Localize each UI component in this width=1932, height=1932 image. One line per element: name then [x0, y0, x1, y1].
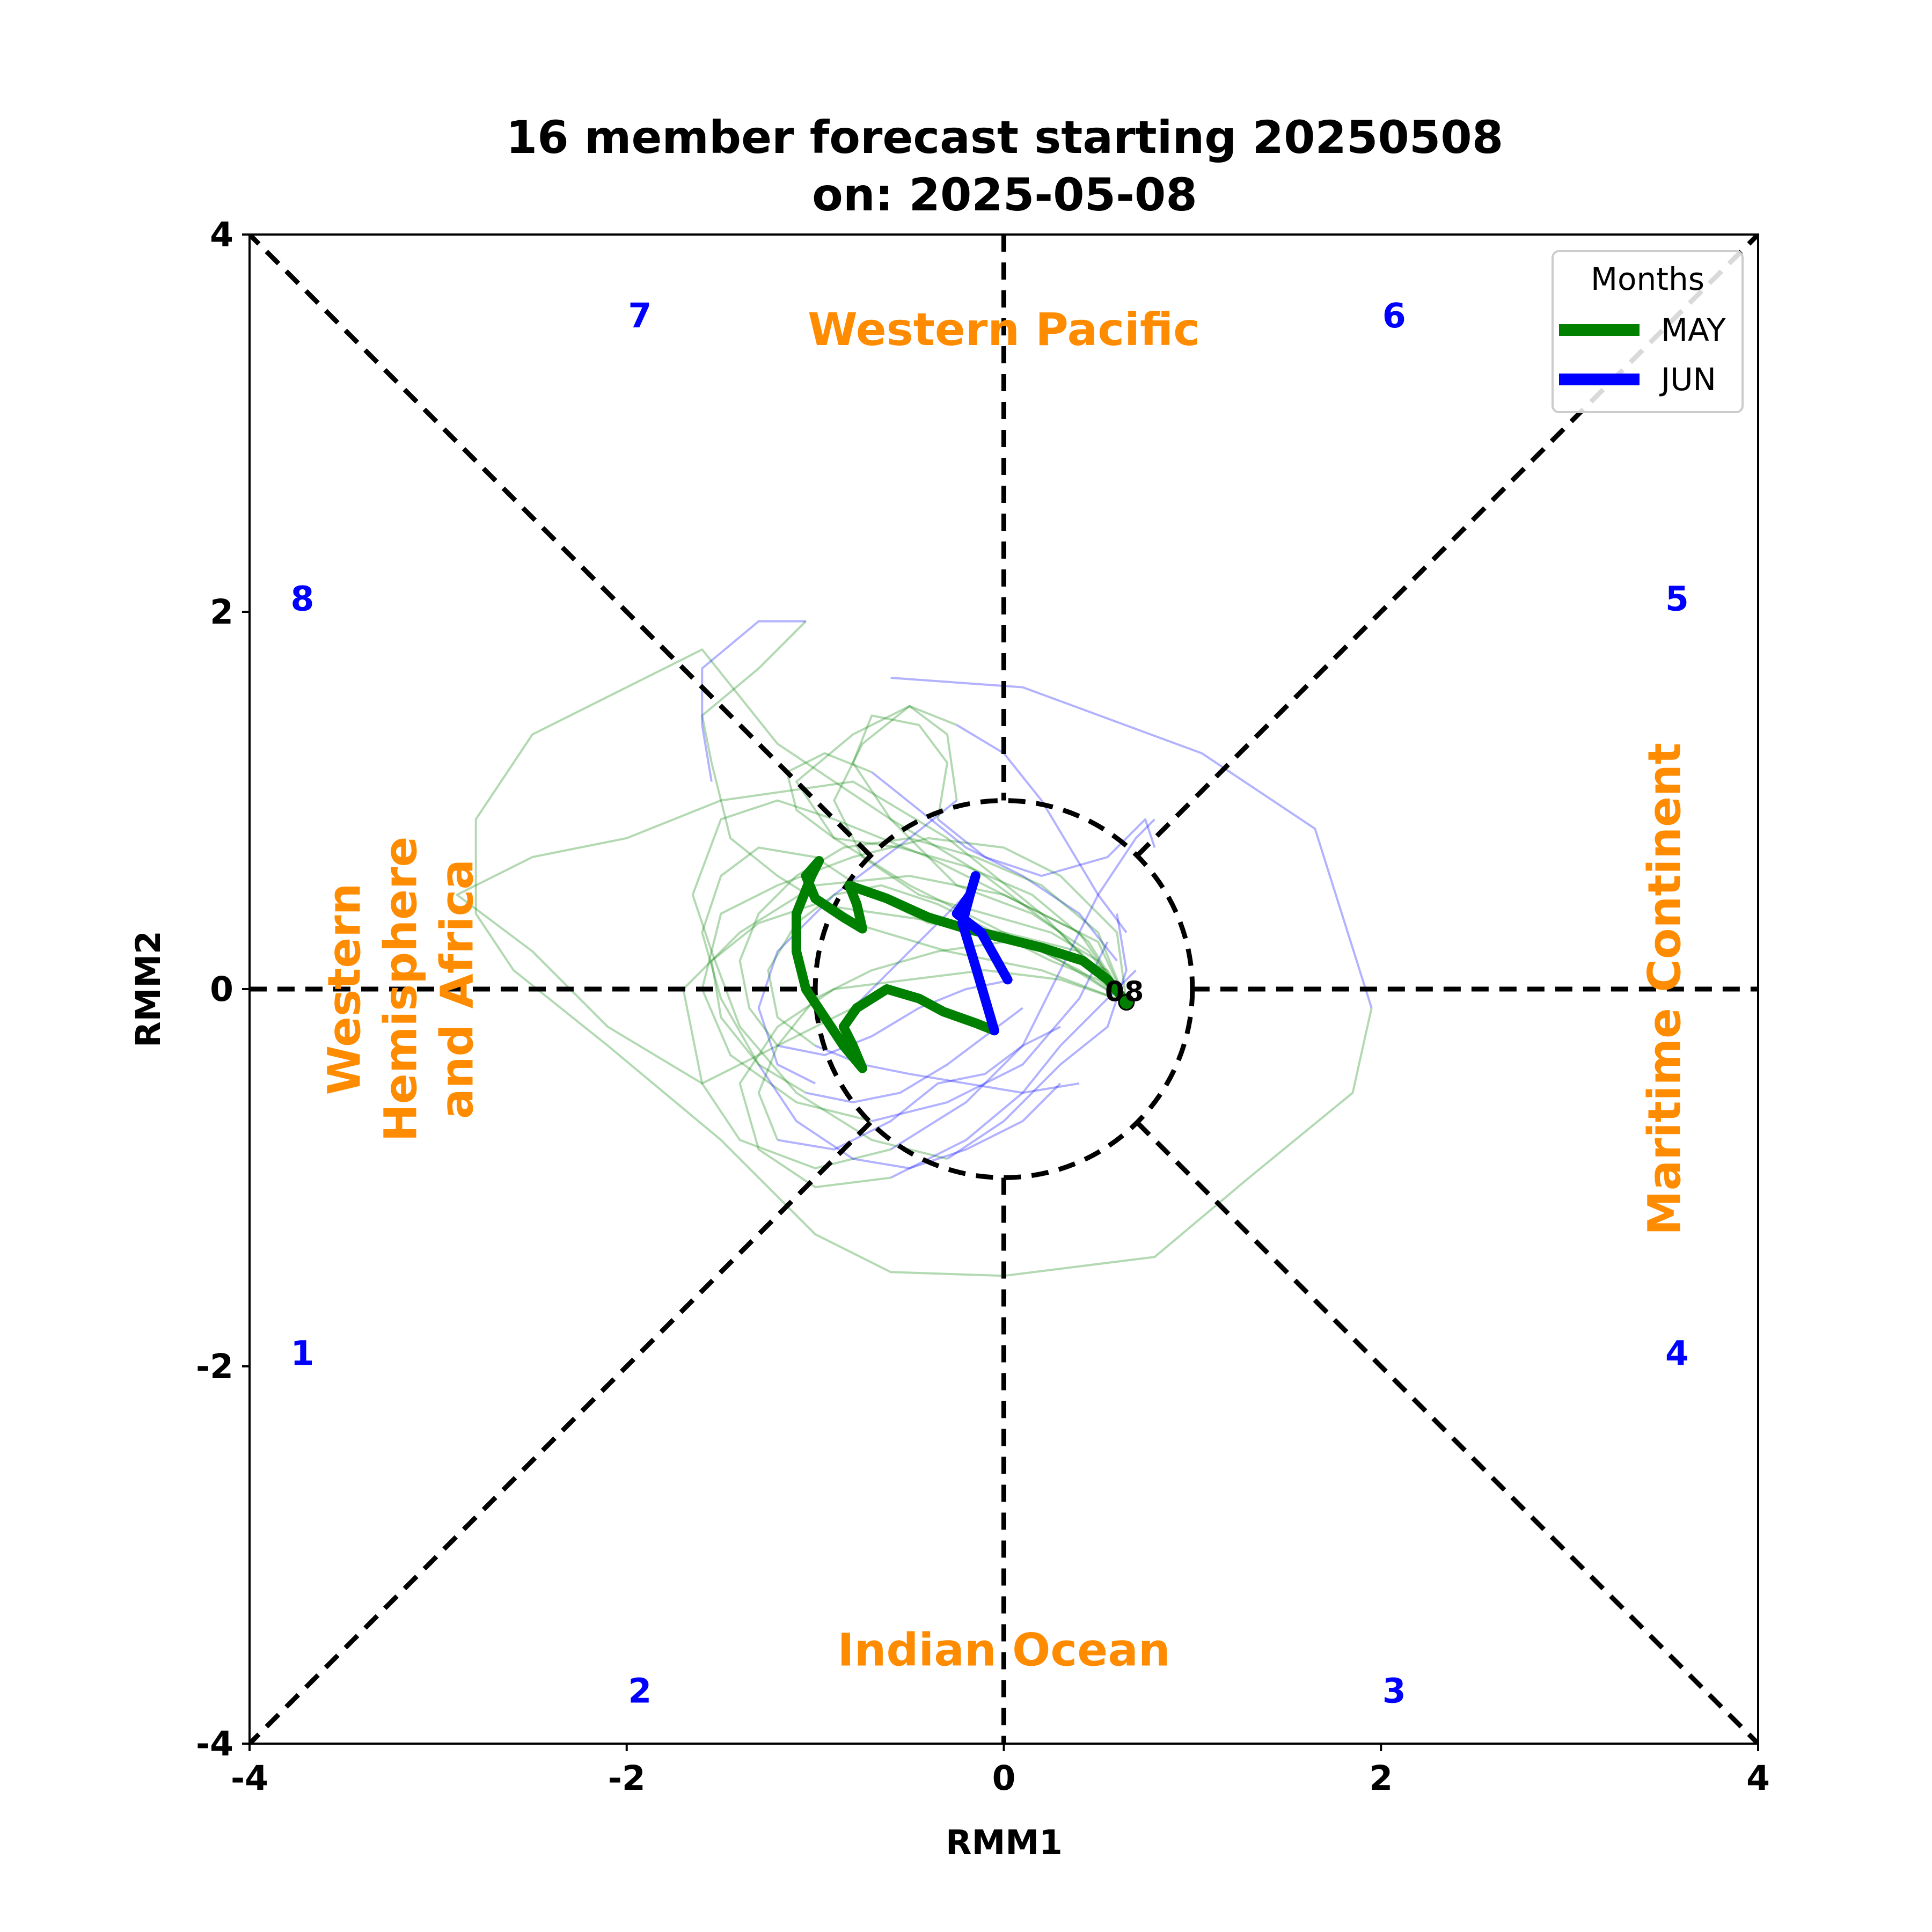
mean-jun-line	[952, 871, 1013, 1036]
member-13-may-line	[786, 752, 1128, 1003]
member-16-jun-line	[777, 978, 1014, 1056]
x-tick-label: 0	[992, 1759, 1016, 1798]
phase-number-8: 8	[290, 579, 314, 618]
phase-labels: 1 2 3 4 5 6 7 8 Western Pacific Indian Ocean Marit…	[290, 296, 1690, 1710]
start-day-label: 08	[1105, 976, 1144, 1008]
legend: Months MAY JUN	[1552, 250, 1744, 413]
member-16-may-line	[738, 837, 1128, 1046]
region-label-indian-ocean: Indian Ocean	[837, 1623, 1170, 1676]
member-8-jun-line	[937, 818, 1156, 877]
member-9-jun-line	[890, 969, 1137, 1179]
member-3-may-line	[682, 875, 1128, 1169]
y-tick-label: -4	[196, 1724, 233, 1763]
x-axis-label: RMM1	[946, 1823, 1063, 1862]
y-tick-label: 0	[210, 970, 233, 1009]
member-7-jun-line	[701, 620, 806, 782]
member-2-may-line	[456, 780, 1128, 1085]
member-10-may-line	[701, 846, 1128, 1065]
member-6-jun-line	[872, 941, 1109, 1123]
region-label-western-pacific: Western Pacific	[808, 303, 1200, 356]
start-marker	[1118, 994, 1135, 1011]
phase-boundary-sw	[250, 1121, 873, 1744]
x-tick-label: 2	[1369, 1759, 1393, 1798]
member-3-jun-line	[890, 818, 1156, 1151]
member-14-may-line	[767, 884, 1128, 1047]
x-tick-label: 4	[1746, 1759, 1770, 1798]
member-4-jun-line	[946, 913, 1128, 1160]
phase-number-3: 3	[1382, 1672, 1406, 1711]
member-10-jun-line	[758, 1064, 1062, 1169]
member-12-may-line	[757, 941, 1128, 1140]
member-1-may-line	[474, 648, 1373, 1277]
y-axis-label: RMM2	[129, 931, 168, 1048]
x-tick-label: -2	[608, 1759, 646, 1798]
member-11-jun-line	[956, 724, 1128, 933]
axis-ticks: -4 -2 0 2 4 -4 -2 0 2 4	[196, 215, 1770, 1798]
unit-circle	[813, 798, 1195, 1180]
phase-number-1: 1	[290, 1334, 314, 1373]
legend-title: Months	[1591, 261, 1704, 297]
chart-subtitle: on: 2025-05-08	[812, 169, 1197, 221]
member-12-jun-line	[777, 1026, 1061, 1151]
phase-boundary-se	[1135, 1121, 1758, 1744]
phase-boundary-nw	[250, 235, 873, 858]
ensemble-members	[456, 620, 1373, 1277]
phase-number-2: 2	[628, 1672, 652, 1711]
region-label-western-hemisphere-line-1: Western	[318, 883, 371, 1095]
y-tick-label: 2	[210, 592, 233, 632]
phase-number-4: 4	[1665, 1334, 1689, 1373]
x-tick-label: -4	[231, 1759, 268, 1798]
legend-label-may: MAY	[1661, 312, 1726, 348]
member-5-jun-line	[757, 799, 957, 1085]
region-label-western-hemisphere-line-2: Hemisphere	[375, 837, 427, 1142]
legend-box	[1552, 250, 1744, 413]
y-tick-label: -2	[196, 1347, 233, 1386]
chart-title: 16 member forecast starting 20250508	[506, 111, 1503, 164]
member-8-may-line	[852, 714, 1128, 1003]
phase-number-5: 5	[1665, 579, 1689, 618]
region-label-maritime-continent: Maritime Continent	[1638, 743, 1690, 1235]
region-label-western-hemisphere-line-3: and Africa	[431, 859, 484, 1119]
ensemble-mean: 08	[792, 856, 1144, 1073]
member-9-may-line	[738, 969, 1127, 1189]
phase-number-6: 6	[1382, 296, 1406, 335]
legend-label-jun: JUN	[1659, 361, 1716, 398]
member-13-jun-line	[871, 771, 1118, 962]
phase-number-7: 7	[628, 296, 652, 335]
y-tick-label: 4	[210, 215, 233, 254]
member-11-may-line	[833, 705, 1128, 1003]
member-1-jun-line	[890, 677, 1373, 1008]
member-2-jun-line	[852, 894, 967, 1009]
member-4-may-line	[691, 799, 1128, 1160]
